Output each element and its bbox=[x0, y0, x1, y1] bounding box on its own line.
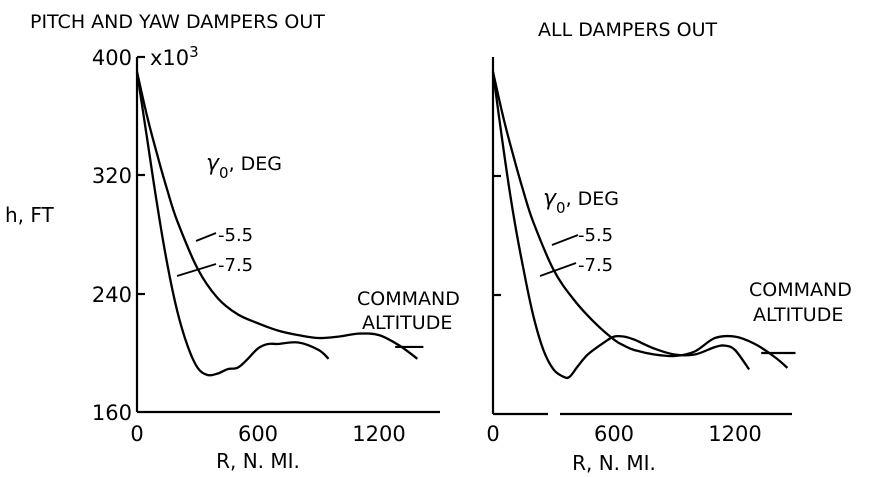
series-label: -7.5 bbox=[578, 255, 613, 276]
x-axis-label: R, N. MI. bbox=[572, 451, 656, 475]
series-label: -5.5 bbox=[218, 225, 253, 246]
series-label: -5.5 bbox=[578, 225, 613, 246]
series-line-minus-7-5 bbox=[135, 71, 330, 377]
command-label: COMMAND bbox=[357, 288, 460, 310]
parameter-label: γ0, DEG bbox=[543, 186, 619, 217]
y-tick-label: 400 bbox=[92, 46, 132, 70]
x-axis-label: R, N. MI. bbox=[216, 449, 300, 473]
leader-line bbox=[551, 234, 579, 246]
series-line-minus-7-5 bbox=[491, 71, 751, 380]
x-tick-label: 1200 bbox=[708, 422, 761, 446]
series-label: -7.5 bbox=[218, 255, 253, 276]
y-tick-label: 160 bbox=[92, 401, 132, 425]
leader-line bbox=[539, 262, 577, 277]
y-multiplier-label: x103 bbox=[150, 43, 199, 70]
panel-right: ALL DAMPERS OUT 0 600 1200 R, N. MI. γ0,… bbox=[486, 19, 852, 475]
y-tick-label: 240 bbox=[92, 283, 132, 307]
altitude-label: ALTITUDE bbox=[753, 304, 843, 326]
x-tick-label: 0 bbox=[486, 422, 499, 446]
panel-left: PITCH AND YAW DAMPERS OUT 400 320 240 16… bbox=[5, 11, 460, 473]
y-tick-label: 320 bbox=[92, 164, 132, 188]
x-tick-label: 600 bbox=[594, 422, 634, 446]
chart-title-left: PITCH AND YAW DAMPERS OUT bbox=[30, 11, 325, 33]
altitude-label: ALTITUDE bbox=[362, 312, 452, 334]
command-label: COMMAND bbox=[749, 279, 852, 301]
series-line-minus-5-5 bbox=[135, 71, 418, 360]
x-tick-label: 1200 bbox=[352, 422, 405, 446]
chart-title-right: ALL DAMPERS OUT bbox=[538, 19, 718, 41]
leader-line bbox=[195, 232, 217, 242]
series-line-minus-5-5 bbox=[491, 71, 789, 369]
y-axis-label: h, FT bbox=[5, 203, 55, 227]
x-tick-label: 600 bbox=[238, 422, 278, 446]
parameter-label: γ0, DEG bbox=[206, 151, 282, 182]
leader-line bbox=[176, 263, 217, 277]
x-tick-label: 0 bbox=[130, 422, 143, 446]
